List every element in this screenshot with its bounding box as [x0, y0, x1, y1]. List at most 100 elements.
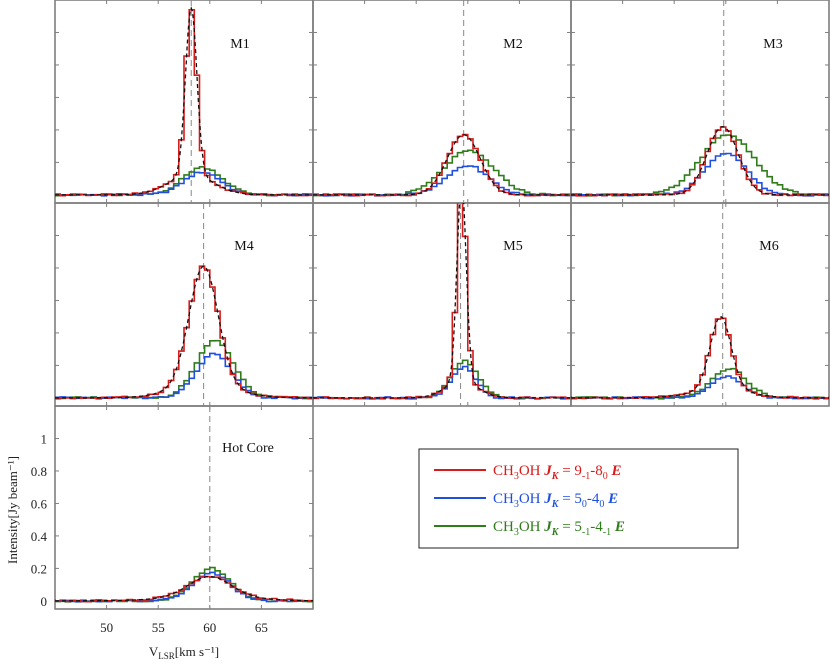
spectrum-green — [313, 359, 571, 400]
spectrum-red — [55, 9, 313, 197]
x-axis-label-sub: LSR — [158, 651, 175, 661]
legend-label-part: OH — [519, 519, 541, 535]
panels-group: M1 M2 M3 M4 M5 M6 Hot Core — [54, 0, 830, 610]
legend-label-part: 0 — [603, 471, 608, 482]
panel-hot-core: Hot Core — [54, 405, 314, 610]
plot-area — [55, 203, 313, 406]
panel-label: M1 — [230, 37, 249, 52]
gaussian-fit — [571, 316, 829, 399]
plot-area — [571, 0, 829, 203]
spectrum-red — [313, 203, 571, 400]
panel-label: M4 — [234, 239, 253, 254]
panel-frame — [570, 202, 830, 407]
y-tick-labels: 0 0.2 0.4 0.6 0.8 1 — [31, 431, 48, 608]
x-axis-label: VLSR[km s⁻¹] — [149, 644, 219, 661]
legend-label-part: 3 — [514, 471, 519, 482]
legend-label-part: - — [590, 519, 595, 535]
legend-label-part: 4 — [595, 519, 603, 535]
spectrum-green — [55, 566, 313, 603]
legend-label-part: = — [558, 491, 574, 507]
plot-area — [313, 203, 571, 406]
y-tick-label: 1 — [41, 431, 48, 446]
legend-label-part: 4 — [592, 491, 600, 507]
y-tick-label: 0.6 — [31, 496, 48, 511]
legend-label: CH3OH JK = 50-40 E — [493, 491, 618, 510]
legend-label-part: CH — [493, 519, 514, 535]
legend-entry: CH3OH JK = 5-1-4-1 E — [434, 519, 625, 538]
spectrum-green — [55, 166, 313, 197]
gaussian-fit — [571, 126, 829, 196]
y-tick-label: 0 — [41, 594, 48, 609]
legend-entry: CH3OH JK = 50-40 E — [434, 491, 618, 510]
x-tick-label: 55 — [152, 620, 165, 635]
y-tick-label: 0.8 — [31, 464, 47, 479]
legend-label-part: - — [590, 463, 595, 479]
y-axis-label: Intensity[Jy beam⁻¹] — [5, 456, 20, 564]
panel-m2: M2 — [312, 0, 572, 204]
gaussian-fit — [313, 134, 571, 196]
x-tick-labels: 50 55 60 65 — [100, 620, 268, 635]
legend-label-part: 9 — [574, 463, 582, 479]
gaussian-fit — [313, 203, 571, 399]
legend-entry: CH3OH JK = 9-1-80 E — [434, 463, 622, 482]
gaussian-fit — [55, 575, 313, 602]
gaussian-fit — [55, 265, 313, 399]
legend-label-part: = — [558, 519, 574, 535]
legend-label-part: -1 — [603, 527, 611, 538]
legend-label-part: J — [543, 519, 552, 535]
legend-label-part: 5 — [574, 491, 582, 507]
legend-label-part: J — [543, 491, 552, 507]
spectrum-blue — [55, 171, 313, 197]
legend-label-part: CH — [493, 463, 514, 479]
legend-label-part: -1 — [582, 471, 590, 482]
legend-label-part: J — [543, 463, 552, 479]
spectrum-red — [313, 133, 571, 197]
legend-label-part: 0 — [599, 499, 604, 510]
spectrum-green — [55, 339, 313, 400]
panel-frame — [54, 202, 314, 407]
plot-area — [55, 0, 313, 203]
legend-label-part: = — [558, 463, 574, 479]
legend-label-part: -1 — [582, 527, 590, 538]
spectrum-green — [313, 149, 571, 197]
spectrum-green — [571, 134, 829, 197]
plot-area — [55, 406, 313, 609]
legend-label: CH3OH JK = 5-1-4-1 E — [493, 519, 625, 538]
gaussian-fit — [55, 6, 313, 196]
legend-label: CH3OH JK = 9-1-80 E — [493, 463, 622, 482]
spectrum-blue — [571, 375, 829, 400]
y-tick-label: 0.4 — [31, 529, 48, 544]
spectrum-blue — [313, 365, 571, 400]
panel-m4: M4 — [54, 202, 314, 407]
legend-label-part: OH — [519, 491, 541, 507]
legend-label-part: - — [587, 491, 592, 507]
panel-frame — [312, 202, 572, 407]
spectrum-blue — [55, 352, 313, 400]
legend-label-part: OH — [519, 463, 541, 479]
legend-label-part: E — [607, 491, 618, 507]
panel-m3: M3 — [570, 0, 830, 204]
spectrum-red — [571, 317, 829, 400]
panel-m5: M5 — [312, 202, 572, 407]
spectrum-red — [571, 126, 829, 197]
plot-area — [313, 0, 571, 203]
legend-label-part: E — [611, 463, 622, 479]
y-tick-label: 0.2 — [31, 561, 47, 576]
legend-label-part: 3 — [514, 499, 519, 510]
panel-label: M2 — [503, 37, 522, 52]
panel-m1: M1 — [54, 0, 314, 204]
legend-label-part: E — [614, 519, 625, 535]
panel-frame — [54, 405, 314, 610]
panel-m6: M6 — [570, 202, 830, 407]
plot-area — [571, 203, 829, 406]
spectrum-blue — [313, 165, 571, 197]
legend-label-part: K — [551, 499, 560, 510]
x-tick-label: 50 — [100, 620, 113, 635]
panel-label: Hot Core — [222, 441, 274, 456]
legend-label-part: 0 — [582, 499, 587, 510]
panel-label: M5 — [503, 239, 522, 254]
spectrum-red — [55, 265, 313, 400]
x-tick-label: 65 — [255, 620, 268, 635]
